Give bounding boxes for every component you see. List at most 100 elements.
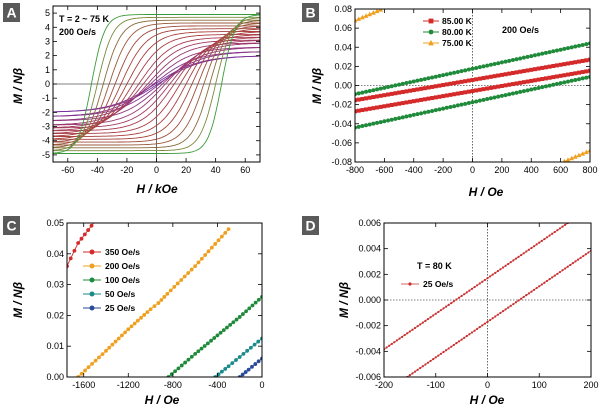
data-point [386,92,391,97]
data-point [503,93,508,98]
y-tick-label: -0.02 [331,100,352,110]
data-point [419,111,424,116]
data-point [371,121,376,126]
y-tick-label: -0.002 [355,321,381,331]
data-point [428,18,434,24]
data-point [413,326,417,330]
data-point [485,97,490,102]
x-tick-label: 200 [583,380,598,390]
data-point [356,16,362,21]
data-point [371,95,376,100]
data-point [202,344,207,348]
data-point [580,42,585,47]
data-point [587,251,590,254]
panel-d-temperature-annotation: T = 80 K [417,261,452,271]
data-point [442,307,445,310]
data-point [231,320,236,325]
y-tick-label: 4 [45,22,50,32]
data-point [360,90,365,95]
data-point [530,246,533,250]
data-point [536,52,541,57]
data-point [521,80,526,85]
data-point [179,363,184,368]
data-point [444,82,449,87]
data-point [551,82,556,87]
data-point [79,371,84,376]
data-point [186,271,191,275]
data-point [356,97,361,102]
panel-b-axes: -800 -600 -400 -200 0 200 400 600 800 -0.08 -0.06 -… [331,4,597,175]
data-point [364,89,369,94]
data-point [547,83,552,88]
data-point [492,85,497,90]
data-point [406,332,409,335]
data-point [401,335,404,338]
data-point [148,307,153,312]
data-point [429,359,432,363]
data-point [514,81,519,86]
data-point [422,97,427,102]
data-point [355,17,358,23]
data-point [360,96,365,101]
y-tick-label: 0.02 [334,61,352,71]
panel-b-ylabel: M / Nβ [310,67,324,104]
data-point [419,323,422,326]
data-point [244,309,248,314]
data-point [389,102,394,107]
data-point [203,253,208,257]
data-point [129,324,134,329]
data-point [538,241,541,244]
data-point [525,250,528,253]
y-tick-label: -3 [42,122,50,132]
data-point [463,336,466,339]
data-point [510,91,515,96]
data-point [97,355,101,360]
data-point [543,76,548,81]
data-point [460,294,463,298]
data-point [367,106,372,111]
x-tick-label: 20 [181,165,191,175]
hysteresis-branch-down [53,14,260,154]
zero-lines [53,6,260,162]
data-point [576,77,581,82]
data-point [416,325,419,328]
data-point [253,362,258,366]
data-point [448,92,453,97]
data-point [488,96,493,101]
x-tick-label: 60 [240,165,250,175]
data-point [587,147,590,153]
data-point [165,291,170,296]
data-point [459,102,464,107]
data-point [478,282,481,285]
data-point [93,358,98,363]
data-point [83,368,88,373]
data-point [507,71,512,76]
data-point [562,46,567,51]
data-point [422,110,427,115]
data-point [488,85,493,90]
x-tick-label: -600 [375,165,393,175]
y-tick-label: 0.04 [334,42,352,52]
data-point [172,285,177,289]
data-point [492,74,497,79]
data-point [540,85,545,90]
data-point [371,106,376,111]
plot-frame [66,222,263,378]
data-point [455,69,460,74]
data-point [584,58,589,63]
data-point [89,263,95,269]
legend-label: 75.00 K [442,38,473,48]
data-point [525,54,530,59]
data-point [510,82,515,87]
hysteresis-branch-up [53,25,260,143]
data-point [486,277,489,280]
data-point [535,286,538,290]
x-tick-label: 600 [553,165,568,175]
data-point [573,78,578,83]
data-point [444,105,449,110]
data-point [408,88,413,93]
data-point [529,78,534,83]
data-point [419,86,424,91]
data-point [434,356,437,359]
